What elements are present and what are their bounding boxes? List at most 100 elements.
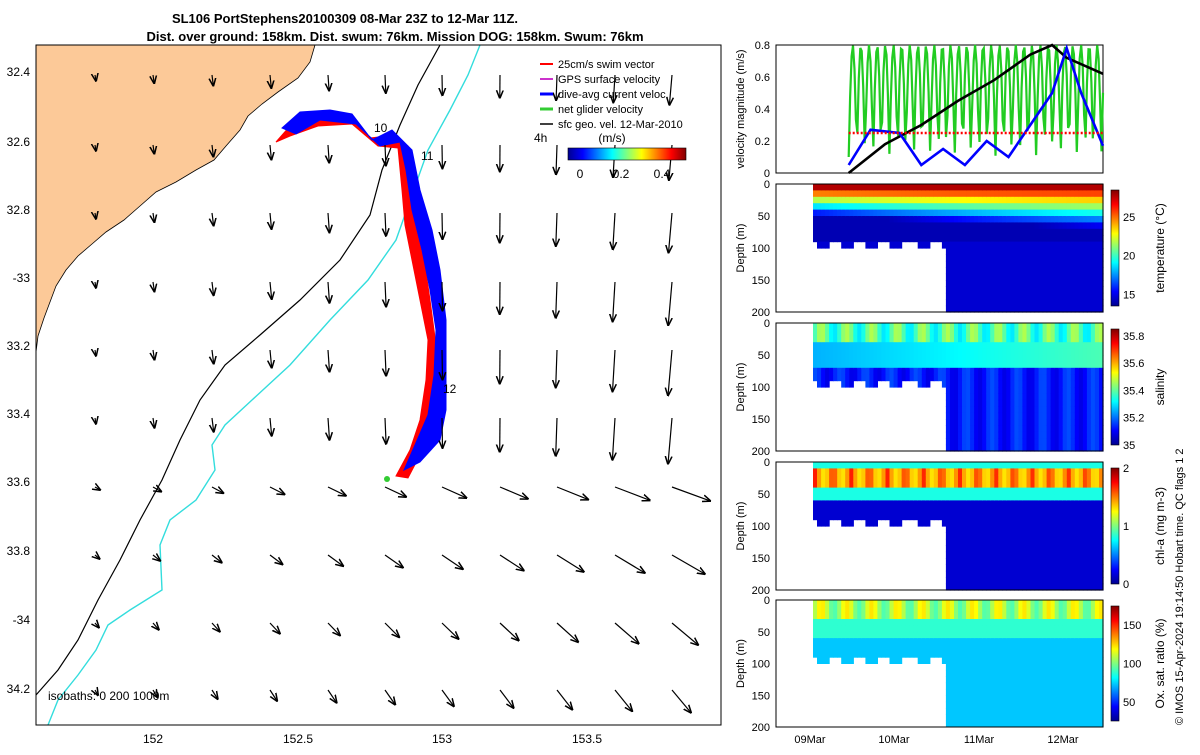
- heatmap-cell: [1075, 349, 1080, 356]
- heatmap-colorbar: [1111, 190, 1119, 306]
- heatmap-cell: [1091, 374, 1096, 381]
- heatmap-cell: [942, 361, 947, 368]
- heatmap-cell: [906, 355, 911, 362]
- heatmap-cell: [970, 552, 975, 559]
- heatmap-cell: [1063, 368, 1068, 375]
- lat-tick: 32.4: [7, 65, 31, 79]
- heatmap-cell: [950, 564, 955, 571]
- heatmap-cell: [990, 552, 995, 559]
- heatmap-cell: [845, 235, 850, 242]
- heatmap-cell: [950, 184, 955, 191]
- heatmap-cell: [1091, 475, 1096, 482]
- heatmap-cell: [1063, 500, 1068, 507]
- heatmap-cell: [1083, 329, 1088, 336]
- heatmap-cell: [1083, 714, 1088, 721]
- heatmap-cell: [1047, 481, 1052, 488]
- heatmap-cell: [1051, 242, 1056, 249]
- heatmap-cell: [829, 632, 834, 639]
- heatmap-cell: [1079, 349, 1084, 356]
- heatmap-cell: [1095, 210, 1100, 217]
- heatmap-cell: [914, 488, 919, 495]
- heatmap-cell: [990, 708, 995, 715]
- colorbar-tick: 35.6: [1123, 358, 1144, 370]
- heatmap-cell: [1043, 625, 1048, 632]
- heatmap-cell: [982, 606, 987, 613]
- heatmap-cell: [1006, 651, 1011, 658]
- heatmap-cell: [946, 286, 951, 293]
- heatmap-cell: [1075, 481, 1080, 488]
- heatmap-cell: [974, 721, 979, 728]
- heatmap-cell: [998, 381, 1003, 388]
- heatmap-cell: [978, 545, 983, 552]
- heatmap-cell: [934, 600, 939, 607]
- heatmap-cell: [1079, 664, 1084, 671]
- heatmap-cell: [982, 552, 987, 559]
- heatmap-cell: [1018, 368, 1023, 375]
- heatmap-cell: [1010, 571, 1015, 578]
- heatmap-cell: [1018, 406, 1023, 413]
- heatmap-cell: [877, 342, 882, 349]
- heatmap-cell: [1071, 400, 1076, 407]
- heatmap-cell: [914, 606, 919, 613]
- heatmap-cell: [990, 619, 995, 626]
- heatmap-cell: [837, 323, 842, 330]
- heatmap-cell: [817, 619, 822, 626]
- heatmap-cell: [1014, 638, 1019, 645]
- heatmap-cell: [946, 645, 951, 652]
- heatmap-cell: [1027, 374, 1032, 381]
- heatmap-cell: [902, 184, 907, 191]
- heatmap-cell: [914, 349, 919, 356]
- heatmap-cell: [982, 638, 987, 645]
- heatmap-cell: [873, 361, 878, 368]
- heatmap-cell: [954, 600, 959, 607]
- heatmap-cell: [986, 702, 991, 709]
- heatmap-cell: [882, 475, 887, 482]
- depth-ytick: 150: [752, 275, 770, 287]
- heatmap-cell: [1031, 721, 1036, 728]
- heatmap-cell: [914, 507, 919, 514]
- heatmap-cell: [1059, 267, 1064, 274]
- heatmap-cell: [1095, 577, 1100, 584]
- heatmap-cell: [894, 329, 899, 336]
- heatmap-cell: [962, 210, 967, 217]
- heatmap-cell: [974, 481, 979, 488]
- heatmap-cell: [1059, 468, 1064, 475]
- heatmap-cell: [962, 361, 967, 368]
- heatmap-cell: [994, 267, 999, 274]
- heatmap-cell: [882, 184, 887, 191]
- heatmap-cell: [1006, 488, 1011, 495]
- heatmap-cell: [1075, 400, 1080, 407]
- heatmap-cell: [1014, 361, 1019, 368]
- heatmap-cell: [978, 702, 983, 709]
- heatmap-cell: [1079, 714, 1084, 721]
- heatmap-cell: [938, 374, 943, 381]
- heatmap-cell: [938, 507, 943, 514]
- heatmap-cell: [837, 619, 842, 626]
- heatmap-cell: [906, 323, 911, 330]
- heatmap-cell: [906, 374, 911, 381]
- heatmap-cell: [817, 222, 822, 229]
- heatmap-cell: [813, 361, 818, 368]
- heatmap-cell: [877, 462, 882, 469]
- heatmap-cell: [962, 507, 967, 514]
- heatmap-cell: [813, 184, 818, 191]
- heatmap-cell: [954, 261, 959, 268]
- heatmap-cell: [962, 695, 967, 702]
- heatmap-cell: [1059, 664, 1064, 671]
- heatmap-cell: [1055, 468, 1060, 475]
- heatmap-cell: [990, 539, 995, 546]
- heatmap-cell: [1055, 721, 1060, 728]
- heatmap-cell: [934, 606, 939, 613]
- heatmap-cell: [982, 513, 987, 520]
- heatmap-cell: [1063, 462, 1068, 469]
- heatmap-cell: [833, 625, 838, 632]
- heatmap-cell: [1035, 702, 1040, 709]
- heatmap-cell: [946, 708, 951, 715]
- heatmap-cell: [1035, 381, 1040, 388]
- heatmap-cell: [902, 342, 907, 349]
- heatmap-cell: [926, 632, 931, 639]
- heatmap-cell: [1043, 286, 1048, 293]
- heatmap-cell: [1095, 261, 1100, 268]
- heatmap-cell: [978, 274, 983, 281]
- heatmap-cell: [1067, 267, 1072, 274]
